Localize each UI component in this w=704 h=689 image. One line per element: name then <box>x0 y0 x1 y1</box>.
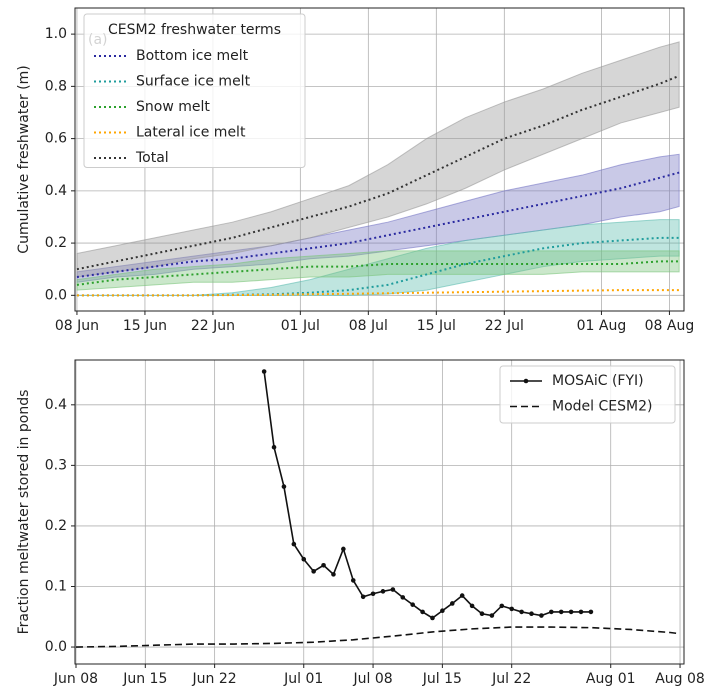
data-point <box>301 556 307 562</box>
x-tick-label: 08 Jul <box>349 318 388 334</box>
x-tick-label: 15 Jun <box>123 318 167 334</box>
data-point <box>360 594 366 600</box>
axes-frame <box>74 359 685 665</box>
data-point <box>271 444 277 450</box>
data-point <box>449 601 455 606</box>
y-tick-label: 0.4 <box>45 397 67 413</box>
band <box>76 219 680 296</box>
data-point <box>558 609 564 615</box>
legend-label: Lateral ice melt <box>136 125 246 141</box>
legend-marker <box>523 378 529 384</box>
x-tick-label: 22 Jul <box>485 318 524 334</box>
legend-label: MOSAiC (FYI) <box>552 373 644 389</box>
x-tick-label: 08 Jun <box>55 318 99 334</box>
x-tick-label: Jul 22 <box>491 671 531 687</box>
data-point <box>489 613 495 618</box>
x-tick-label: Aug 08 <box>655 671 704 687</box>
series-line <box>76 289 680 297</box>
x-tick-label: 08 Aug <box>645 318 695 334</box>
y-tick-label: 0.2 <box>45 235 67 251</box>
data-point <box>469 603 475 609</box>
x-tick-label: Jun 08 <box>53 671 98 687</box>
y-tick-label: 0.3 <box>45 457 67 473</box>
series-line <box>263 371 591 619</box>
y-tick-label: 0.0 <box>45 287 67 303</box>
data-point <box>430 615 435 621</box>
data-point <box>331 572 336 577</box>
y-tick-label: 0.4 <box>45 183 67 199</box>
legend-label: Model CESM2) <box>552 399 652 415</box>
data-point <box>410 602 415 607</box>
axes-frame <box>74 7 685 312</box>
data-point <box>420 609 425 615</box>
data-point <box>400 595 406 600</box>
series-line <box>76 171 680 279</box>
axes: 0.0 0.1 0.2 0.3 0.4 Jun 08 Jun 15 Jun 22 Jul 01 J… <box>16 359 704 687</box>
data-point <box>350 578 356 583</box>
data-point <box>261 369 267 374</box>
x-tick-label: 01 Jul <box>281 318 320 334</box>
legend-label: Surface ice melt <box>136 74 251 90</box>
series-line <box>76 74 680 271</box>
y-tick-label: 0.2 <box>45 518 67 534</box>
x-tick-label: 15 Jul <box>417 318 456 334</box>
legend-label: Total <box>135 150 169 166</box>
series-line <box>76 260 680 286</box>
data-point <box>311 569 316 574</box>
data-point <box>519 609 524 615</box>
legend-box <box>499 365 676 424</box>
data-point <box>578 609 584 615</box>
y-tick-label: 0.6 <box>45 131 67 147</box>
data-point <box>499 603 505 609</box>
x-tick-label: Jul 08 <box>352 671 392 687</box>
legend-title: CESM2 freshwater terms <box>108 22 281 38</box>
legend-box <box>83 13 306 168</box>
axes: 0.0 0.2 0.4 0.6 0.8 1.0 08 Jun 15 Jun 22 Jun 01 J… <box>16 7 695 334</box>
data-point <box>321 562 326 568</box>
x-tick-label: Jul 01 <box>283 671 323 687</box>
y-tick-label: 0.0 <box>45 639 67 655</box>
data-point <box>459 593 465 598</box>
band <box>76 41 680 278</box>
legend-label: Bottom ice melt <box>136 48 249 64</box>
y-tick-label: 0.1 <box>45 578 67 594</box>
data-point <box>390 587 396 592</box>
data-point <box>370 591 376 597</box>
data-point <box>509 606 514 612</box>
data-point <box>539 613 544 618</box>
data-point <box>549 609 554 615</box>
x-tick-label: 01 Aug <box>577 318 627 334</box>
y-axis-label: Fraction meltwater stored in ponds <box>16 390 32 635</box>
data-point <box>529 611 534 617</box>
x-tick-label: Jun 22 <box>192 671 237 687</box>
x-tick-label: Jul 15 <box>422 671 462 687</box>
y-tick-label: 0.8 <box>45 78 67 94</box>
y-axis-label: Cumulative freshwater (m) <box>16 65 32 253</box>
data-point <box>479 611 485 617</box>
y-tick-label: 1.0 <box>45 26 67 42</box>
data-point <box>440 608 445 614</box>
data-point <box>380 589 386 594</box>
series-line <box>75 626 681 648</box>
band <box>76 250 680 291</box>
data-point <box>291 541 297 547</box>
legend-label: Snow melt <box>136 99 210 115</box>
data-point <box>281 484 287 489</box>
data-point <box>588 609 594 615</box>
series-line <box>76 236 680 297</box>
x-tick-label: 22 Jun <box>191 318 235 334</box>
x-tick-label: Aug 01 <box>586 671 636 687</box>
data-point <box>341 546 346 552</box>
x-tick-label: Jun 15 <box>122 671 167 687</box>
data-point <box>568 609 574 615</box>
